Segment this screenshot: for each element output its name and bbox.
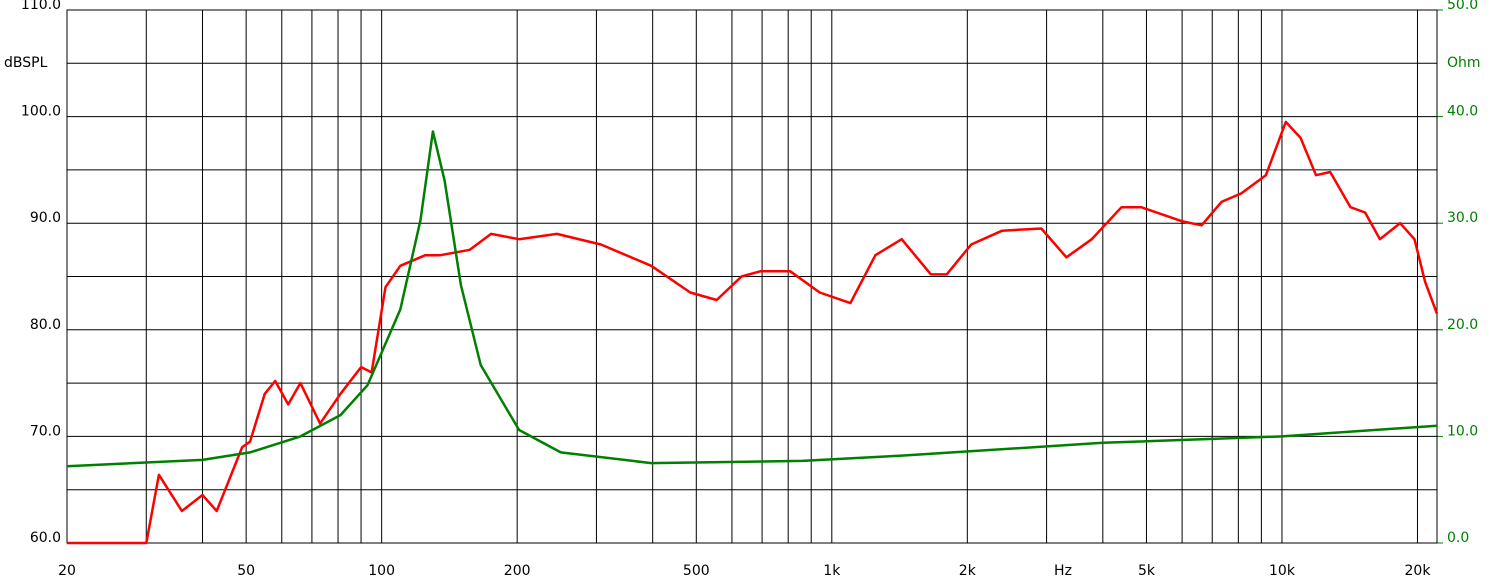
x-tick-label: 100 [368,563,395,579]
y-tick-label: 60.0 [30,530,61,546]
series-line [66,130,1438,468]
x-tick-label: 200 [504,563,531,579]
x-tick-label: 2k [959,563,977,579]
x-tick-label: 50 [237,563,255,579]
x-tick-label: 20k [1405,563,1432,579]
y-tick-label: 70.0 [30,423,61,439]
x-tick-label: 20 [58,563,76,579]
series-line [67,120,1439,545]
y-tick-label: 100.0 [21,104,61,120]
y-tick-label: 110.0 [21,0,61,13]
y2-tick-label: 0.0 [1447,530,1469,546]
y-tick-label: 80.0 [30,317,61,333]
x-tick-label: 1k [823,563,841,579]
y2-tick-label: 50.0 [1447,0,1478,13]
y2-tick-label: 30.0 [1447,210,1478,226]
y2-tick-label: 40.0 [1447,104,1478,120]
x-tick-label: 5k [1138,563,1156,579]
x-axis-label: Hz [1054,563,1072,579]
x-tick-label: 10k [1269,563,1296,579]
y2-tick-label: 20.0 [1447,317,1478,333]
y-tick-label: 90.0 [30,210,61,226]
plot-frame [66,9,1438,544]
y2-tick-label: 10.0 [1447,423,1478,439]
y-axis-label: dBSPL [4,55,48,71]
x-tick-label: 500 [683,563,710,579]
y2-axis-label: Ohm [1447,55,1481,71]
